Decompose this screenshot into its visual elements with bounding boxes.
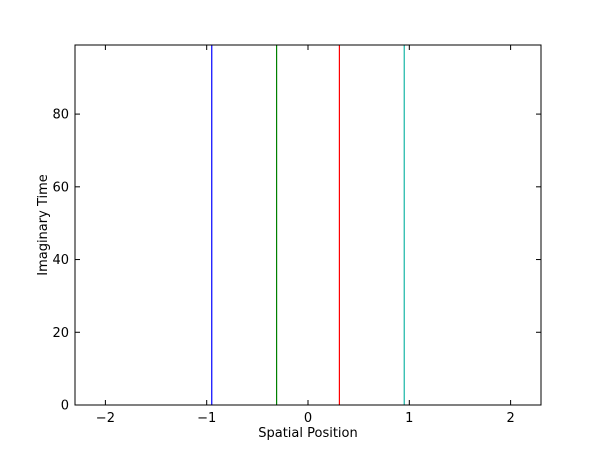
- x-tick-label: 2: [506, 411, 514, 426]
- x-tick-label: −1: [197, 411, 216, 426]
- x-axis-label: Spatial Position: [258, 426, 358, 441]
- y-tick-label: 20: [52, 326, 69, 341]
- y-axis-label: Imaginary Time: [36, 174, 51, 276]
- x-tick-label: 1: [405, 411, 413, 426]
- series-layer: [211, 45, 405, 405]
- y-tick-label: 80: [52, 108, 69, 123]
- x-tick-label: 0: [304, 411, 312, 426]
- x-tick-label: −2: [96, 411, 115, 426]
- y-tick-label: 60: [52, 180, 69, 195]
- y-tick-label: 0: [61, 399, 69, 414]
- plot-area: [75, 45, 541, 405]
- y-tick-label: 40: [52, 253, 69, 268]
